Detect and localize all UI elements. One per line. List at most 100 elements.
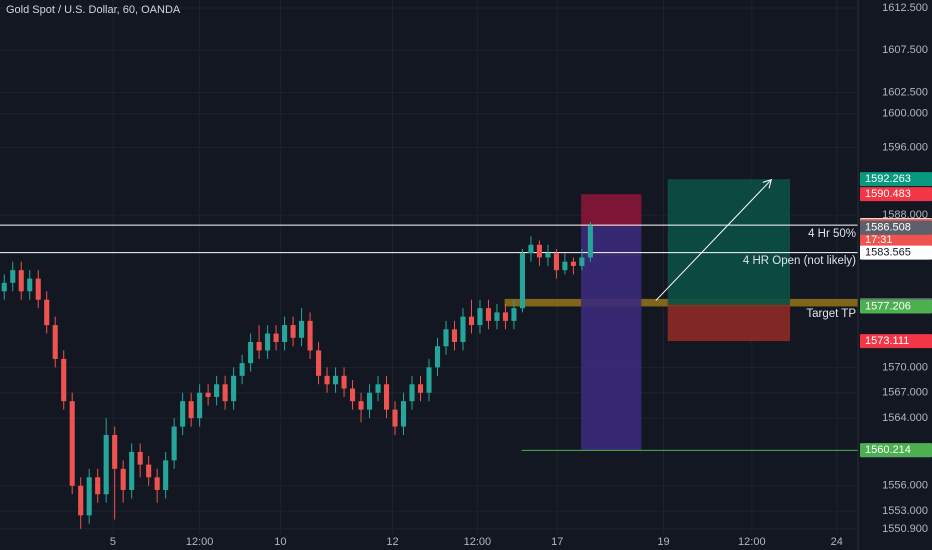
x-tick-label: 12:00 (738, 536, 766, 548)
annotation: 4 Hr 50% (808, 228, 856, 240)
zone (667, 179, 791, 305)
candle-body (154, 477, 160, 490)
candle-body (112, 435, 118, 469)
arrow-head (762, 178, 773, 189)
x-tick-label: 5 (110, 536, 116, 548)
candle-body (129, 451, 135, 490)
candle-body (333, 375, 339, 385)
candle-body (188, 401, 194, 419)
candle-body (282, 325, 288, 343)
candle-body (273, 333, 279, 343)
candle-body (222, 384, 228, 402)
candle-body (341, 375, 347, 389)
candle-body (366, 392, 373, 410)
candle-body (553, 253, 559, 271)
candle-body (146, 464, 152, 478)
x-tick-label: 10 (274, 536, 286, 548)
price-label: 1577.206 (865, 300, 911, 312)
candle-body (502, 312, 509, 321)
candle-body (10, 270, 16, 283)
candle-body (579, 257, 585, 266)
y-tick-label: 1602.500 (882, 86, 928, 98)
price-axis (858, 0, 932, 550)
candle-body (528, 244, 534, 254)
candle-body (163, 460, 169, 490)
candle-body (400, 401, 407, 427)
x-tick-label: 12 (386, 536, 398, 548)
candle-body (171, 426, 177, 461)
candle-body (205, 392, 211, 397)
candle-body (95, 477, 101, 495)
candle-body (197, 392, 203, 419)
candle-body (86, 477, 92, 516)
arrow-line (655, 179, 772, 301)
price-label-bg (860, 443, 932, 458)
candle-body (78, 485, 84, 516)
candle-body (511, 308, 517, 321)
candle-body (485, 308, 492, 321)
candle-body (248, 342, 254, 364)
y-tick-label: 1553.000 (882, 505, 928, 517)
y-tick-label: 1596.000 (882, 141, 928, 153)
price-label-bg (860, 334, 932, 349)
candle-body (409, 384, 415, 402)
candle-body (383, 384, 390, 410)
candle-body (545, 253, 551, 258)
price-label-bg (860, 172, 932, 187)
zone (581, 226, 642, 451)
candle-body (460, 316, 466, 343)
candle-body (477, 308, 483, 326)
candle-body (316, 350, 322, 376)
candle-body (256, 342, 262, 351)
price-label: 1583.565 (865, 247, 911, 259)
candle-body (468, 316, 475, 326)
candle-body (417, 384, 424, 393)
candle-body (307, 320, 313, 351)
x-tick-label: 19 (657, 536, 669, 548)
x-tick-label: 12:00 (186, 536, 214, 548)
candle-body (103, 435, 109, 495)
zone (581, 194, 642, 227)
annotation: Target TP (806, 308, 856, 320)
y-tick-label: 1564.000 (882, 412, 928, 424)
x-tick-label: 24 (831, 536, 843, 548)
candle-body (451, 329, 458, 343)
candle-body (35, 278, 41, 300)
candle-body (349, 388, 356, 402)
candle-body (299, 320, 305, 338)
candle-body (18, 270, 24, 292)
y-tick-label: 1556.000 (882, 480, 928, 492)
candle-body (27, 278, 33, 292)
candle-body (44, 299, 50, 326)
y-tick-label: 1550.900 (882, 523, 928, 535)
candle-body (180, 401, 186, 427)
y-tick-label: 1607.500 (882, 44, 928, 56)
price-label: 1590.483 (865, 188, 911, 200)
price-label: 1560.214 (865, 444, 911, 456)
zone (667, 304, 791, 342)
candle-body (434, 346, 441, 368)
candle-body (137, 451, 143, 465)
candle-body (1, 282, 7, 292)
candle-body (519, 253, 525, 309)
candle-body (324, 375, 330, 385)
candle-body (570, 261, 576, 266)
candle-body (231, 375, 237, 402)
candle-body (426, 367, 432, 393)
price-label: 1592.263 (865, 173, 911, 185)
candle-body (61, 358, 67, 402)
y-tick-label: 1612.500 (882, 2, 928, 14)
candle-body (239, 363, 245, 376)
candle-body (290, 325, 296, 338)
annotation: 4 HR Open (not likely) (743, 255, 856, 267)
countdown-bg (860, 233, 932, 248)
price-label-bg (860, 187, 932, 202)
y-tick-label: 1588.000 (882, 209, 928, 221)
candle-body (587, 225, 593, 258)
candle-body (358, 401, 364, 410)
candle-body (69, 401, 75, 486)
candle-body (214, 384, 220, 397)
candle-body (494, 312, 500, 321)
candle-body (392, 409, 398, 427)
candle-body (52, 325, 58, 359)
